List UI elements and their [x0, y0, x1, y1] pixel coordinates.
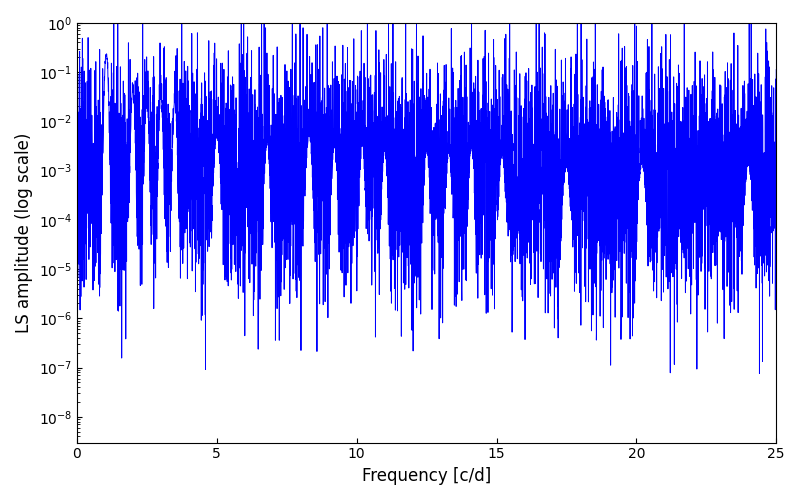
X-axis label: Frequency [c/d]: Frequency [c/d]	[362, 467, 491, 485]
Y-axis label: LS amplitude (log scale): LS amplitude (log scale)	[15, 132, 33, 333]
